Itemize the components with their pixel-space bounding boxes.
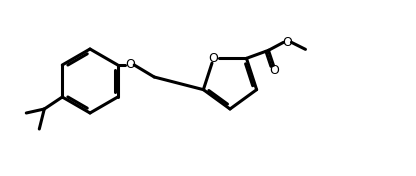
Text: O: O <box>282 36 292 49</box>
Text: O: O <box>125 58 135 71</box>
Text: O: O <box>208 52 218 65</box>
Text: O: O <box>270 64 280 77</box>
